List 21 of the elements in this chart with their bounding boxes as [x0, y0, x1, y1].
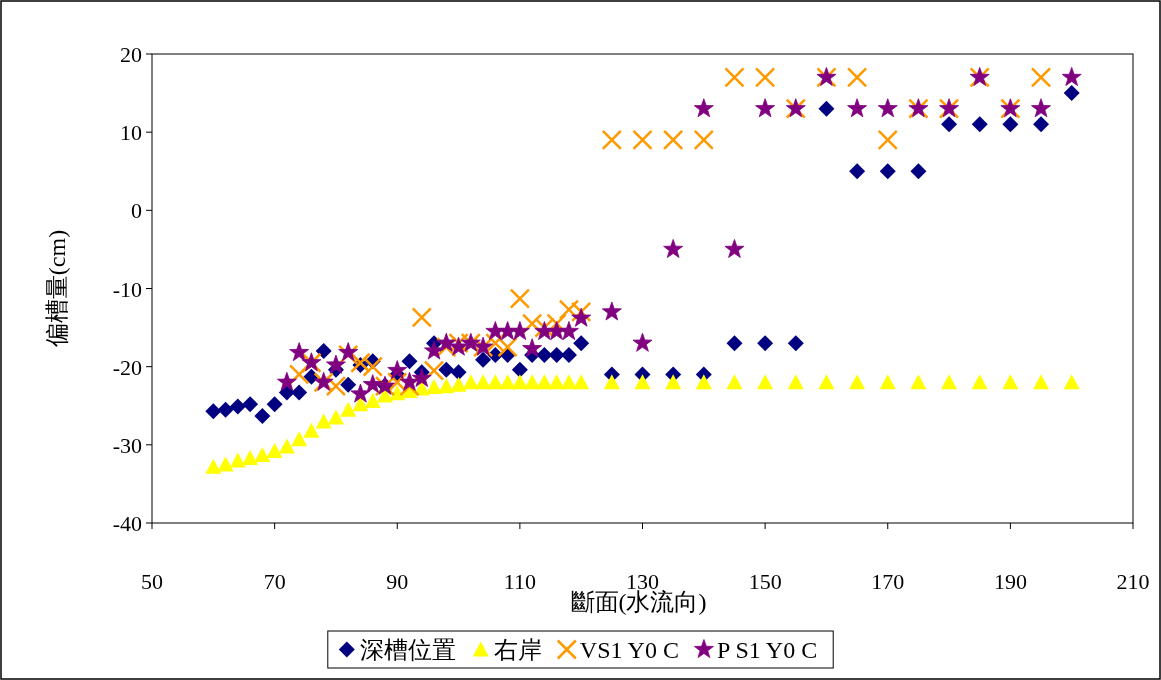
legend-label: P S1 Y0 C — [716, 636, 818, 663]
y-tick-label: -20 — [112, 354, 142, 380]
y-tick-label: -30 — [112, 432, 142, 458]
x-tick-label: 190 — [993, 569, 1027, 594]
x-tick-label: 90 — [386, 569, 409, 594]
legend-label: 深槽位置 — [359, 636, 456, 663]
x-tick-label: 50 — [141, 569, 163, 594]
y-tick-label: 20 — [120, 42, 142, 67]
y-axis-title: 偏槽量(cm) — [44, 229, 70, 348]
x-axis-title: 斷面(水流向) — [570, 589, 707, 615]
x-tick-label: 210 — [1116, 569, 1150, 594]
y-tick-label: -40 — [112, 511, 142, 536]
x-tick-label: 110 — [503, 569, 536, 594]
y-tick-label: 0 — [131, 198, 142, 224]
y-tick-label: 10 — [120, 120, 142, 146]
legend-label: VS1 Y0 C — [579, 636, 679, 663]
x-tick-label: 70 — [263, 569, 286, 594]
x-tick-label: 150 — [748, 569, 782, 594]
legend-label: 右岸 — [493, 636, 542, 663]
y-tick-label: -10 — [112, 276, 142, 302]
x-tick-label: 170 — [871, 569, 905, 594]
